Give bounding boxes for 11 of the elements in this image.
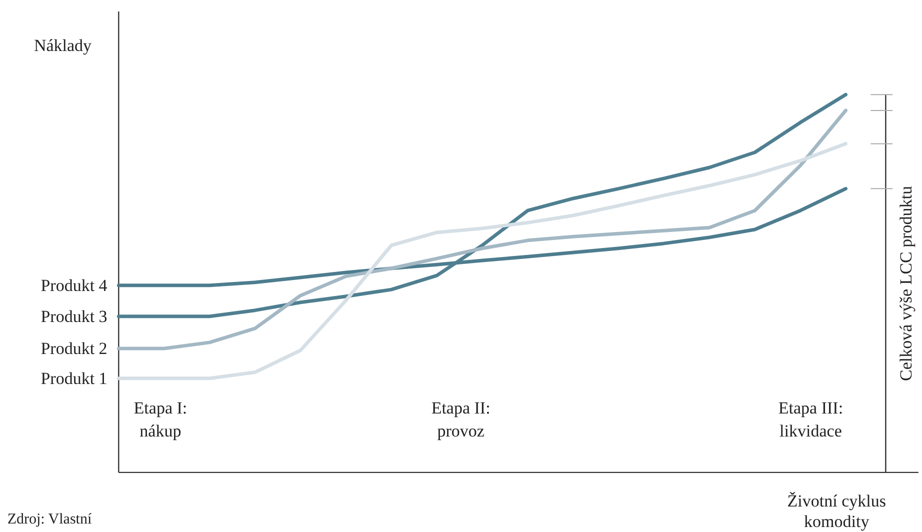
y-axis-title: Náklady [34, 36, 92, 55]
series-label: Produkt 2 [40, 338, 108, 358]
y2-axis-title: Celková výše LCC produktu [896, 186, 916, 382]
x-axis-title: Životní cyklus komodity [787, 491, 886, 532]
annotation: Etapa III: likvidace [778, 398, 844, 440]
series-label: Produkt 4 [40, 276, 108, 295]
series-label: Produkt 3 [40, 306, 108, 326]
annotation: Etapa II: provoz [431, 398, 490, 440]
annotation: Etapa I: nákup [134, 398, 188, 440]
series-label: Produkt 1 [40, 368, 108, 388]
text: Zdroj: Vlastní [7, 512, 92, 528]
